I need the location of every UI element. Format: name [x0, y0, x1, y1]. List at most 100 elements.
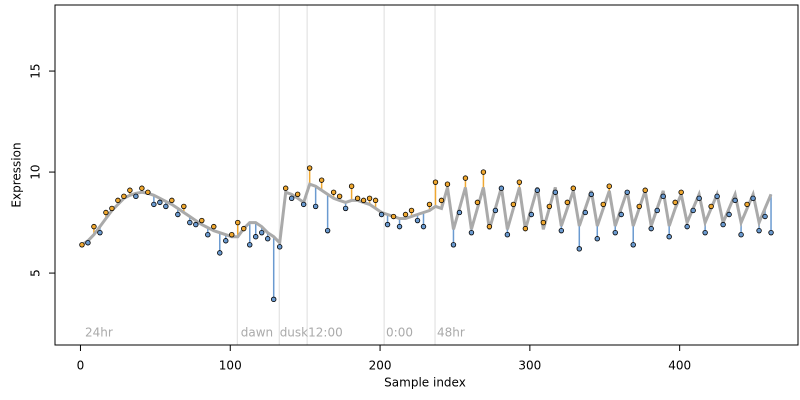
point	[169, 197, 175, 204]
point	[402, 211, 409, 218]
point	[702, 229, 708, 236]
point	[714, 193, 720, 200]
point	[738, 231, 744, 238]
x-tick-label: 0	[77, 359, 85, 373]
point	[480, 169, 487, 175]
region-label: 12:00	[308, 326, 343, 340]
point	[534, 187, 541, 193]
point	[199, 217, 205, 224]
point	[414, 217, 421, 224]
point	[672, 199, 678, 206]
point	[564, 199, 571, 206]
point	[690, 207, 696, 214]
point	[678, 189, 684, 195]
point	[109, 205, 115, 212]
x-tick-label: 200	[369, 359, 392, 373]
point	[139, 185, 145, 191]
point	[133, 193, 139, 200]
point	[247, 242, 253, 248]
point	[241, 225, 247, 232]
point	[181, 203, 187, 210]
point	[300, 201, 307, 208]
point	[336, 193, 343, 200]
point	[684, 223, 690, 230]
point	[438, 197, 445, 204]
point	[253, 234, 259, 240]
point	[510, 201, 517, 208]
point	[378, 211, 385, 218]
point	[642, 187, 648, 193]
point	[486, 223, 493, 230]
point	[570, 185, 577, 191]
plot-frame	[54, 4, 799, 346]
point	[85, 240, 91, 246]
point	[432, 179, 439, 185]
point	[504, 231, 511, 238]
point	[354, 195, 361, 202]
point	[342, 205, 349, 212]
point	[768, 229, 774, 236]
point	[450, 242, 457, 248]
point	[145, 189, 151, 195]
point	[750, 195, 756, 202]
point	[324, 227, 331, 234]
point	[420, 223, 427, 230]
point	[654, 207, 660, 214]
point	[271, 296, 277, 303]
point	[79, 242, 85, 248]
y-tick-label: 5	[29, 269, 43, 277]
point	[91, 223, 97, 230]
point	[468, 229, 475, 236]
y-tick-label: 15	[29, 63, 43, 78]
point	[744, 201, 750, 208]
point	[187, 219, 193, 226]
point	[624, 189, 630, 195]
point	[175, 211, 181, 218]
point	[217, 250, 223, 256]
point	[151, 201, 157, 208]
point	[366, 195, 373, 202]
point	[157, 199, 163, 206]
point	[516, 179, 523, 185]
point	[330, 189, 337, 195]
point	[121, 193, 127, 200]
point	[618, 211, 624, 218]
point	[558, 227, 565, 234]
point	[408, 207, 415, 214]
point	[163, 203, 169, 210]
point	[127, 187, 133, 193]
point	[360, 197, 367, 204]
region-label: dusk	[280, 326, 308, 340]
x-tick-label: 100	[219, 359, 242, 373]
point	[576, 246, 582, 252]
point	[444, 181, 451, 187]
y-axis-label: Expression	[10, 142, 24, 207]
point	[312, 203, 319, 210]
point	[546, 203, 553, 210]
point	[552, 189, 559, 195]
point	[528, 211, 535, 218]
x-axis-label: Sample index	[384, 376, 466, 390]
point	[426, 201, 433, 208]
point	[588, 191, 594, 197]
point	[97, 229, 103, 236]
point	[666, 234, 672, 240]
point	[606, 183, 612, 189]
y-tick-label: 10	[29, 164, 43, 179]
point	[756, 227, 762, 234]
point	[594, 236, 600, 242]
point	[223, 238, 229, 244]
point	[205, 231, 211, 238]
point	[396, 223, 403, 230]
point	[103, 209, 109, 216]
point	[492, 207, 499, 214]
point	[384, 221, 391, 228]
point	[522, 225, 529, 232]
point	[456, 209, 463, 216]
point	[306, 165, 313, 171]
point	[660, 193, 666, 200]
point	[462, 175, 469, 181]
point	[696, 195, 702, 202]
point	[648, 225, 654, 232]
point	[211, 223, 217, 230]
